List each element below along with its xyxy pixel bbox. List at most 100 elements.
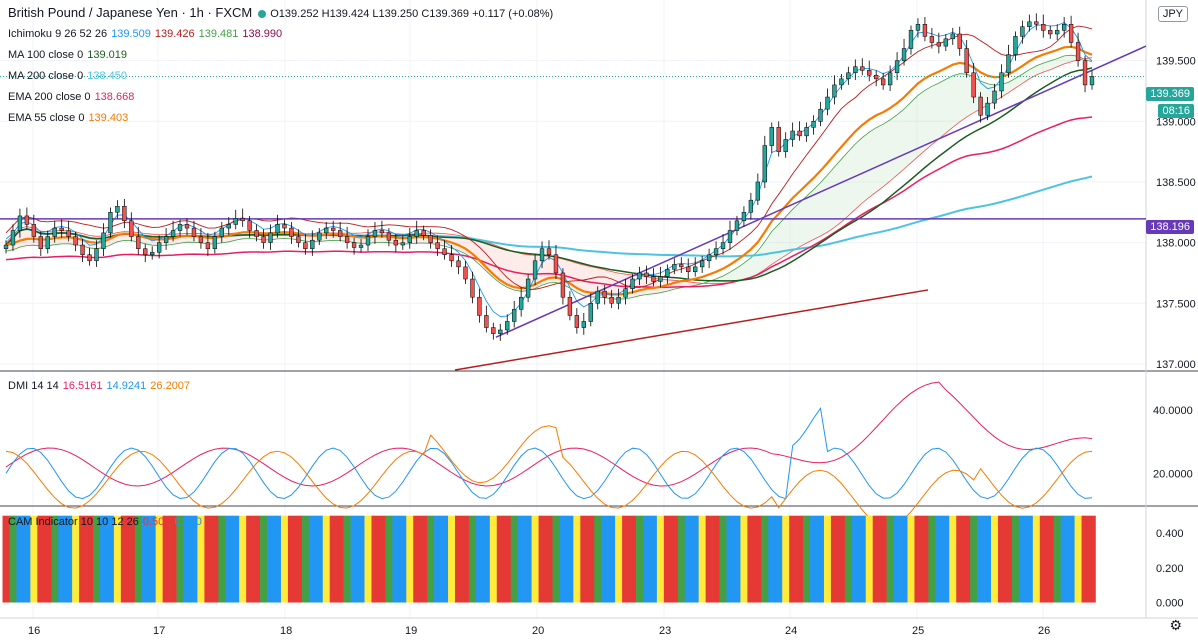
cam-bar — [1067, 515, 1075, 603]
cam-bar — [260, 515, 268, 603]
cam-bar — [1060, 515, 1068, 603]
cam-bar — [956, 515, 964, 603]
candle-body — [922, 24, 928, 37]
cam-bar — [531, 515, 539, 603]
indicator-legend-row[interactable]: MA 100 close 0 139.019 — [8, 48, 131, 62]
cam-bar — [670, 515, 679, 603]
cam-bar — [280, 515, 289, 603]
cam-bar — [253, 515, 261, 603]
cam-bar — [698, 515, 706, 603]
indicator-value: 139.019 — [87, 49, 127, 61]
candle-body — [59, 227, 64, 231]
cam-bar — [907, 515, 915, 603]
candle-body — [407, 236, 412, 243]
cloud-segment — [1057, 55, 1065, 67]
candle-body — [693, 266, 698, 272]
cloud-segment — [736, 263, 744, 282]
cam-bar — [162, 515, 170, 603]
cam-bar — [823, 515, 832, 603]
cam-bar — [524, 515, 532, 603]
cam-bar — [287, 515, 296, 603]
candle-body — [832, 84, 837, 98]
cam-bar — [796, 515, 804, 603]
candle-body — [442, 248, 447, 256]
cam-bar — [573, 515, 581, 603]
candle-body — [115, 205, 120, 213]
candle-body — [546, 248, 552, 256]
indicator-legend-row[interactable]: MA 200 close 0 138.450 — [8, 69, 131, 83]
market-status-icon — [258, 10, 267, 19]
cloud-segment — [820, 175, 828, 237]
dmi-tick-label: 20.0000 — [1153, 468, 1193, 480]
cam-tick-label: 0.400 — [1156, 528, 1184, 540]
candle-body — [505, 321, 510, 331]
cam-bar — [308, 515, 317, 603]
cloud-segment — [945, 75, 953, 134]
candle-body — [1068, 24, 1074, 43]
dmi-legend[interactable]: DMI 14 14 16.5161 14.9241 26.2007 — [8, 379, 194, 393]
indicator-label: DMI 14 14 — [8, 380, 59, 392]
cam-bar — [413, 515, 421, 603]
candle-body — [713, 248, 719, 256]
candle-body — [874, 74, 879, 80]
cam-legend[interactable]: CAM Indicator 10 10 12 26 0.500 0.000 — [8, 515, 206, 529]
candle-body — [331, 227, 336, 231]
cam-bar — [921, 515, 929, 603]
candle-body — [825, 96, 830, 110]
cam-bar — [1081, 515, 1089, 603]
indicator-legend-row[interactable]: Ichimoku 9 26 52 26 139.509 139.426 139.481… — [8, 27, 286, 41]
indicator-value: 138.668 — [94, 91, 135, 103]
currency-badge[interactable]: JPY — [1157, 6, 1188, 22]
candle-body — [853, 66, 858, 74]
indicator-legend-row[interactable]: EMA 200 close 0 138.668 — [8, 90, 138, 104]
cam-bar — [204, 515, 212, 603]
cam-bars — [2, 515, 1096, 603]
candle-body — [929, 36, 935, 43]
indicator-value: 14.9241 — [106, 380, 147, 392]
cam-bar — [65, 515, 73, 603]
candle-body — [3, 244, 9, 249]
cam-bar — [239, 515, 247, 603]
candle-body — [574, 315, 580, 328]
cam-bar — [663, 515, 672, 603]
cloud-segment — [778, 216, 786, 260]
cam-bar — [489, 515, 498, 603]
cloud-segment — [493, 244, 501, 284]
candle-body — [776, 127, 781, 152]
symbol-title[interactable]: British Pound / Japanese Yen · 1h · FXCM — [8, 5, 253, 20]
indicator-legend-row[interactable]: EMA 55 close 0 139.403 — [8, 111, 132, 125]
candle-body — [762, 145, 767, 183]
settings-gear-icon[interactable]: ⚙ — [1169, 617, 1182, 633]
cam-bar — [879, 515, 887, 603]
indicator-value: 139.481 — [198, 28, 239, 40]
time-tick-label: 23 — [659, 625, 671, 637]
cam-bar — [705, 515, 713, 603]
candle-body — [532, 260, 538, 280]
senkou-span-a — [5, 54, 1093, 300]
indicator-label: MA 200 close 0 — [8, 70, 84, 82]
candle-body — [755, 181, 761, 201]
candle-body — [268, 232, 273, 243]
candle-body — [344, 236, 350, 243]
cam-bar — [44, 515, 52, 603]
indicator-value: 139.426 — [154, 28, 195, 40]
cloud-segment — [1050, 58, 1058, 70]
dmi-minus-line — [5, 406, 1093, 500]
cloud-segment — [862, 132, 870, 204]
cloud-segment — [716, 276, 724, 284]
candle-body — [150, 252, 155, 256]
cam-bar — [789, 515, 797, 603]
cam-bar — [301, 515, 310, 603]
candle-body — [240, 218, 245, 222]
cam-bar — [232, 515, 240, 603]
cloud-segment — [792, 202, 800, 251]
candle-body — [66, 230, 71, 237]
indicator-value: 139.403 — [88, 112, 129, 124]
cam-bar — [991, 515, 999, 603]
time-tick-label: 25 — [912, 625, 924, 637]
indicator-label: MA 100 close 0 — [8, 49, 84, 61]
candle-body — [31, 224, 37, 237]
cam-bar — [865, 515, 874, 603]
cloud-segment — [806, 189, 814, 243]
